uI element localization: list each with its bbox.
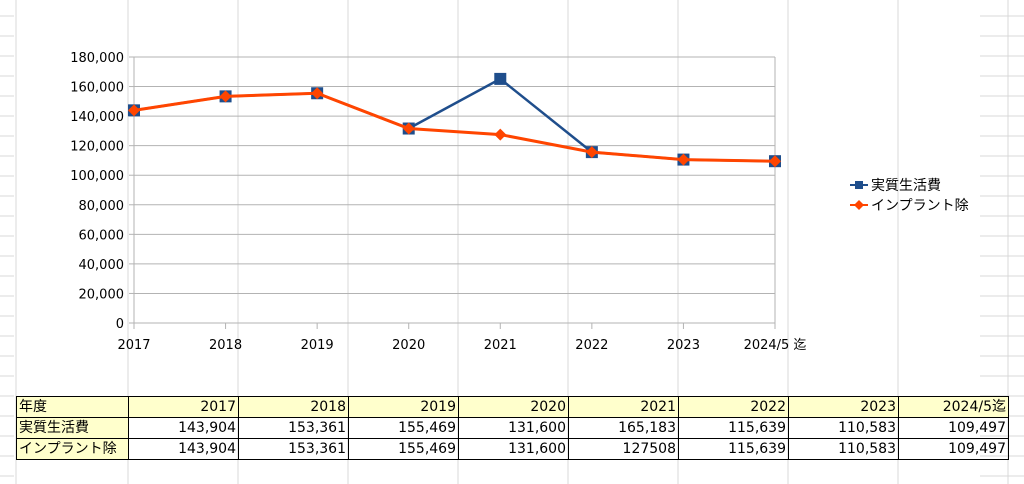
- y-tick-label: 60,000: [79, 228, 125, 243]
- x-tick-label: 2019: [301, 338, 334, 353]
- x-tick-label: 2022: [575, 338, 608, 353]
- table-cell[interactable]: 143,904: [128, 417, 239, 439]
- legend-series-1-marker: [855, 181, 863, 189]
- table-cell[interactable]: 131,600: [458, 438, 569, 460]
- series-2-point: [585, 146, 598, 159]
- x-tick-label: 2017: [117, 338, 150, 353]
- table-header-year[interactable]: 2021: [568, 396, 679, 418]
- table-header-year[interactable]: 2017: [128, 396, 239, 418]
- series-2-point: [128, 104, 140, 117]
- table-cell[interactable]: 155,469: [348, 438, 459, 460]
- y-tick-label: 160,000: [70, 81, 124, 96]
- table-header-year[interactable]: 2019: [348, 396, 459, 418]
- table-cell[interactable]: 110,583: [788, 417, 899, 439]
- table-row: インプラント除 143,904 153,361 155,469 131,600 12750…: [16, 438, 1009, 460]
- table-cell[interactable]: 115,639: [678, 417, 789, 439]
- x-tick-label: 2024/5 迄: [744, 338, 807, 353]
- legend-series-1-label: 実質生活費: [871, 178, 941, 194]
- series-2-line: [133, 91, 776, 163]
- data-table: 年度 2017 2018 2019 2020 2021 2022 2023 2024/5迄 実質生…: [16, 396, 1009, 460]
- legend-series-2-label: インプラント除: [871, 198, 969, 214]
- table-cell[interactable]: 115,639: [678, 438, 789, 460]
- table-cell[interactable]: 109,497: [898, 438, 1009, 460]
- y-tick-label: 120,000: [70, 140, 124, 155]
- table-header-row: 年度 2017 2018 2019 2020 2021 2022 2023 2024/5迄: [16, 396, 1009, 418]
- series-2-point: [402, 122, 415, 135]
- y-tick-label: 0: [116, 317, 124, 332]
- table-cell[interactable]: 165,183: [568, 417, 679, 439]
- y-tick-label: 140,000: [70, 110, 124, 125]
- table-cell[interactable]: 153,361: [238, 438, 349, 460]
- series-2-point: [769, 155, 781, 168]
- table-cell[interactable]: 131,600: [458, 417, 569, 439]
- y-tick-label: 100,000: [70, 169, 124, 184]
- table-cell[interactable]: 153,361: [238, 417, 349, 439]
- legend-series-2-marker: [854, 200, 864, 210]
- table-row-label[interactable]: インプラント除: [16, 438, 129, 460]
- table-cell[interactable]: 109,497: [898, 417, 1009, 439]
- series-2-point: [494, 128, 507, 141]
- y-tick-label: 20,000: [79, 287, 125, 302]
- x-tick-label: 2020: [392, 338, 425, 353]
- table-row-label[interactable]: 実質生活費: [16, 417, 129, 439]
- table-cell[interactable]: 155,469: [348, 417, 459, 439]
- x-tick-label: 2023: [667, 338, 700, 353]
- table-header-year[interactable]: 2023: [788, 396, 899, 418]
- y-tick-label: 80,000: [79, 199, 125, 214]
- series-2-point: [311, 87, 324, 100]
- table-row: 実質生活費 143,904 153,361 155,469 131,600 165,183…: [16, 417, 1009, 439]
- x-tick-label: 2021: [484, 338, 517, 353]
- table-cell[interactable]: 110,583: [788, 438, 899, 460]
- table-header-year[interactable]: 2018: [238, 396, 349, 418]
- line-chart[interactable]: 0 20,000 40,000 60,000 80,000 100,000 120,000 1…: [0, 0, 1024, 390]
- y-tick-label: 180,000: [70, 51, 124, 66]
- table-header-label[interactable]: 年度: [16, 396, 129, 418]
- series-1-point: [494, 72, 507, 85]
- table-header-year[interactable]: 2024/5迄: [898, 396, 1009, 418]
- y-tick-label: 40,000: [79, 258, 125, 273]
- table-cell[interactable]: 143,904: [128, 438, 239, 460]
- table-cell[interactable]: 127508: [568, 438, 679, 460]
- series-2-point: [677, 153, 690, 166]
- table-header-year[interactable]: 2022: [678, 396, 789, 418]
- table-header-year[interactable]: 2020: [458, 396, 569, 418]
- series-2-point: [219, 90, 232, 103]
- x-tick-label: 2018: [209, 338, 242, 353]
